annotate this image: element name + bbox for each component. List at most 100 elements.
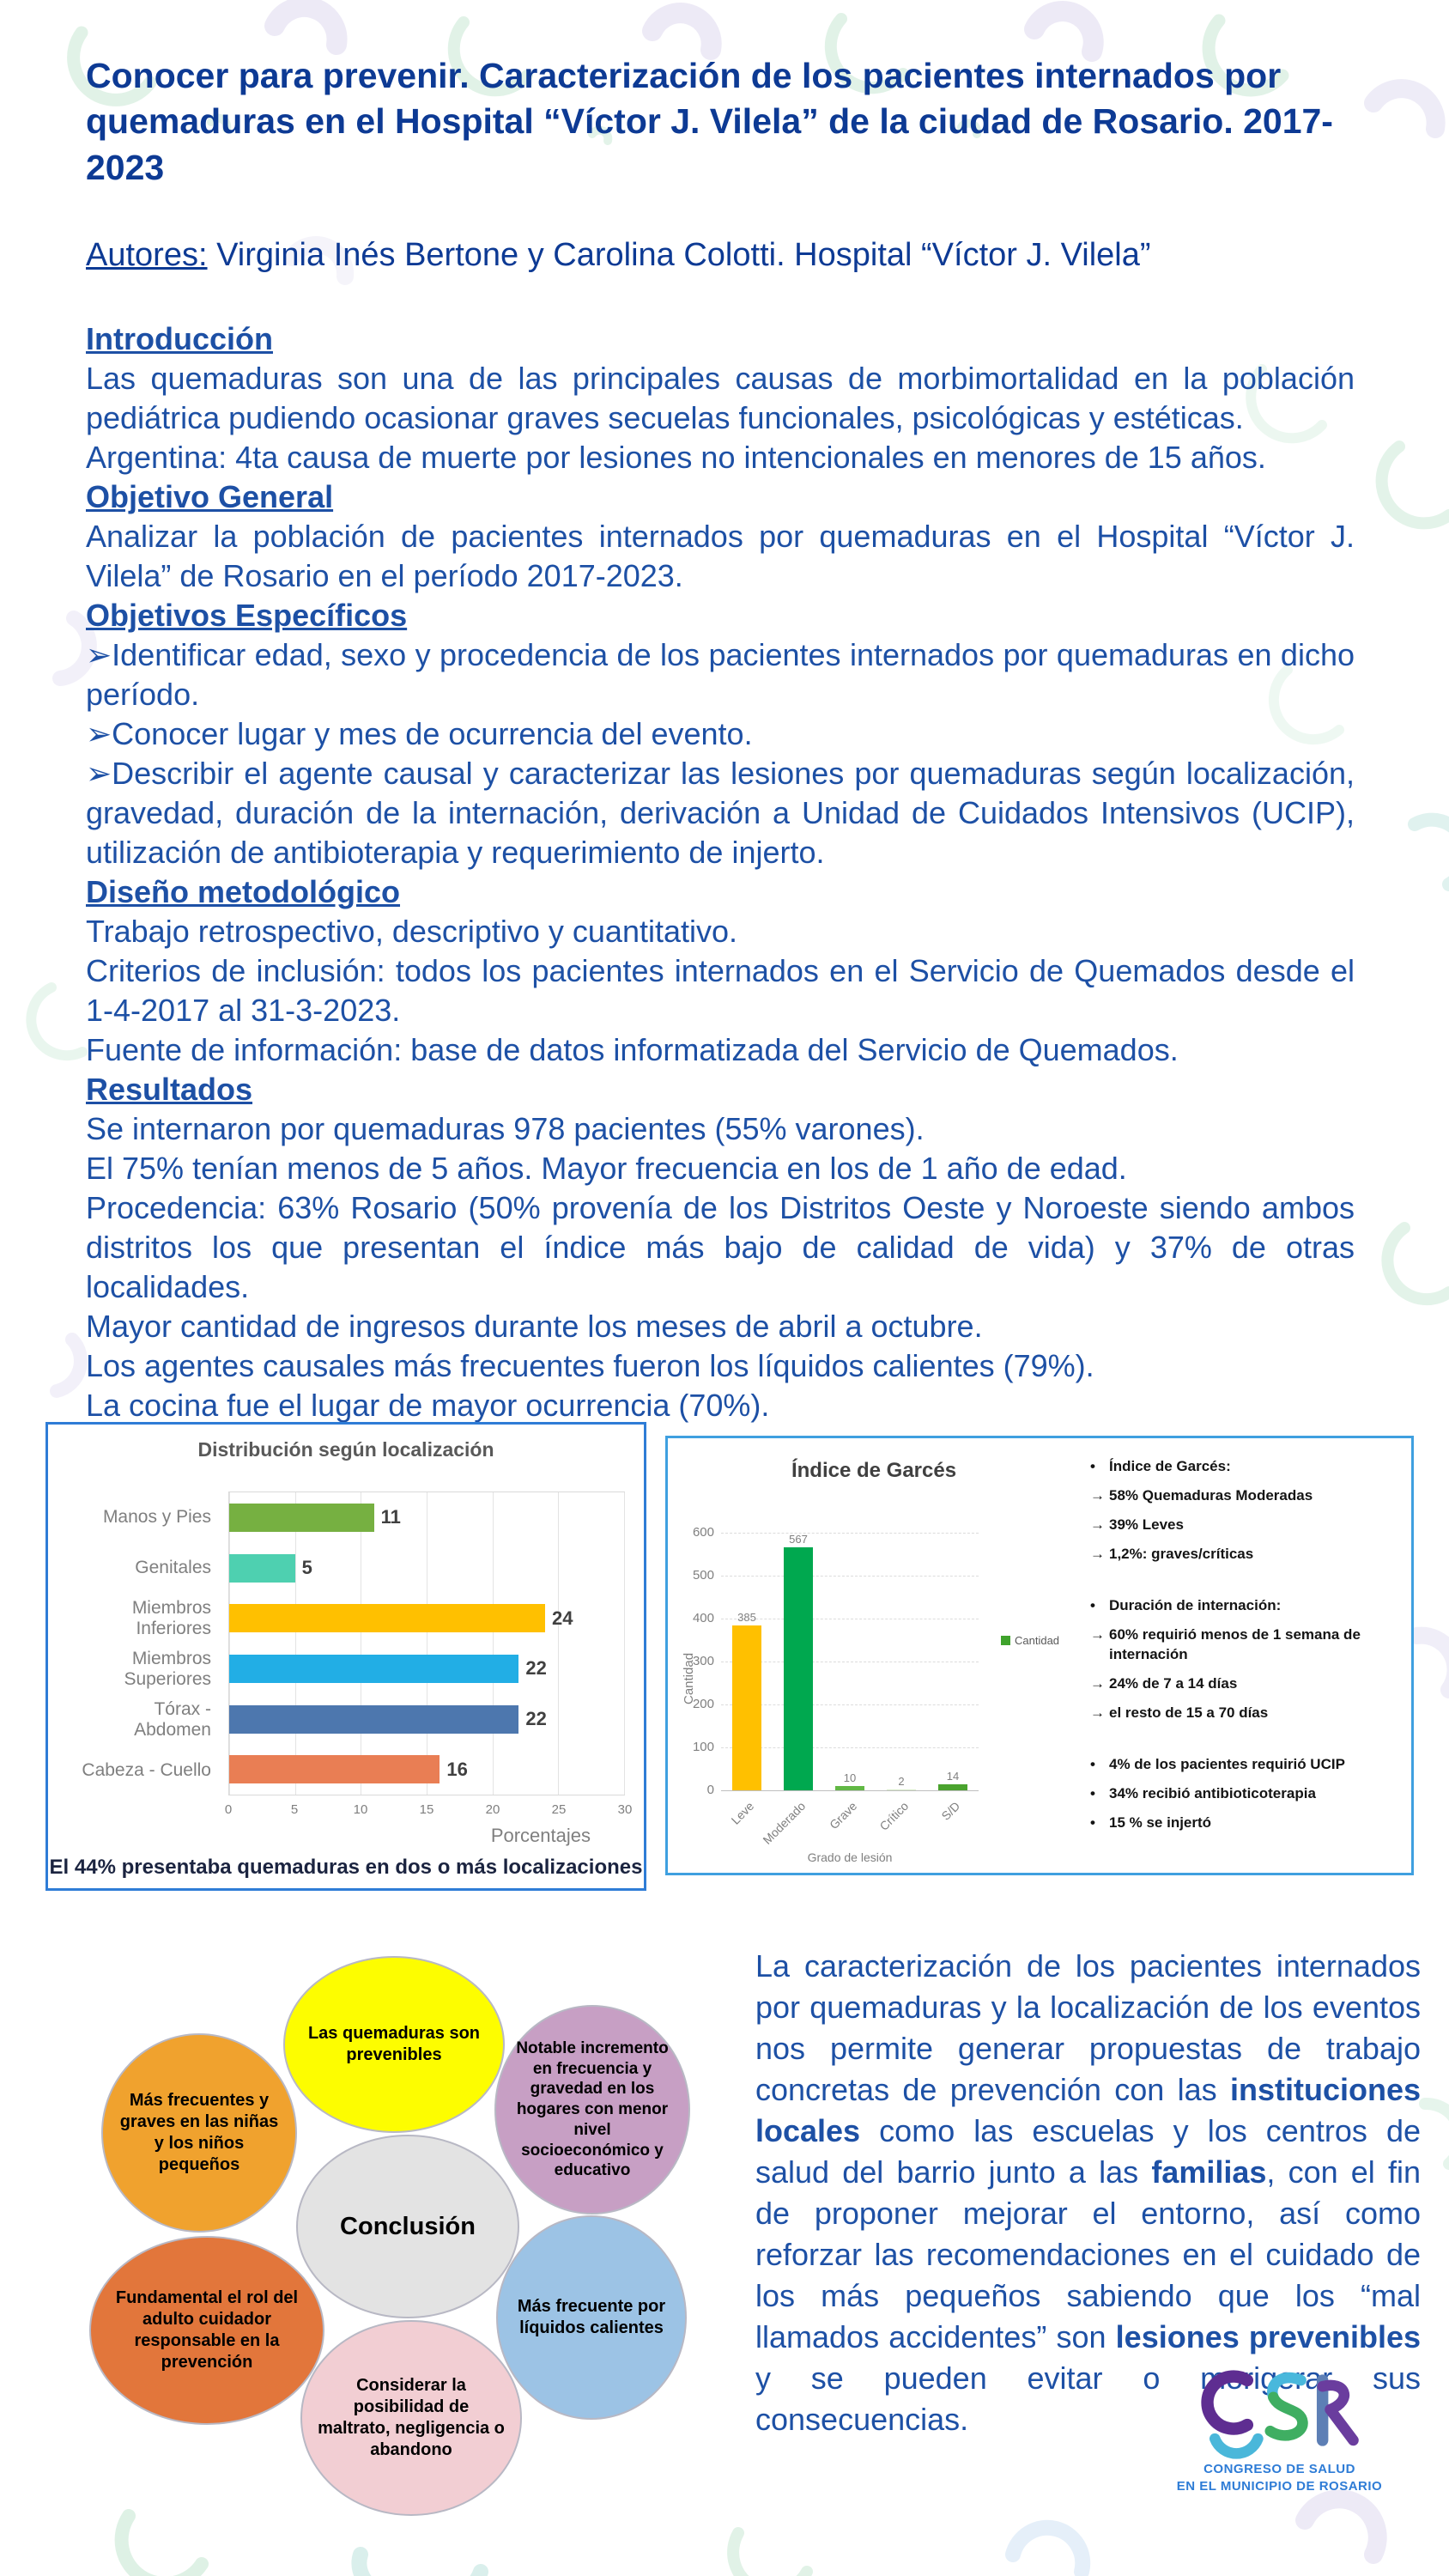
poster-title: Conocer para prevenir. Caracterización d… (86, 56, 1333, 187)
bullet-item: → 58% Quemaduras Moderadas (1090, 1486, 1410, 1505)
paragraph: Los agentes causales más frecuentes fuer… (86, 1348, 1094, 1383)
csr-logo: CONGRESO DE SALUD EN EL MUNICIPIO DE ROS… (1131, 2360, 1428, 2494)
bullet-gap (1090, 1733, 1410, 1755)
arrow-right-icon: → (1090, 1626, 1105, 1643)
conclusion-text: como las escuelas y los centros de salud… (755, 2113, 1421, 2190)
diagram-node-rol-adulto: Fundamental el rol del adulto cuidador r… (89, 2236, 324, 2425)
bar (229, 1755, 440, 1784)
legend-swatch-icon (1001, 1636, 1010, 1645)
diagram-node-conclusion: Conclusión (296, 2135, 519, 2318)
category-label: Genitales (135, 1557, 211, 1577)
diagram-node-incremento-hogares: Notable incremento en frecuencia y grave… (494, 2005, 690, 2215)
diagram-node-frecuentes-ninos: Más frecuentes y graves en las niñas y l… (101, 2033, 297, 2233)
bar-row: 11 (229, 1492, 624, 1543)
conclusion-diagram: Las quemaduras son prevenibles Más frecu… (77, 1932, 712, 2576)
chart-x-ticks: Leve Moderado Grave Crítico S/D (721, 1794, 979, 1849)
bar (732, 1625, 761, 1790)
bullet-dot-icon: • (1090, 1458, 1095, 1474)
bullet-text: el resto de 15 a 70 días (1109, 1704, 1269, 1721)
conclusion-paragraph: La caracterización de los pacientes inte… (755, 1946, 1421, 2440)
conclusion-bold-text: lesiones prevenibles (1115, 2319, 1421, 2354)
bar-row: 22 (229, 1643, 624, 1694)
bar (887, 1789, 916, 1790)
x-tick-label: 0 (224, 1802, 233, 1817)
arrow-right-icon: → (1090, 1674, 1105, 1692)
conclusion-bold-text: instituciones locales (755, 2072, 1421, 2148)
bar (784, 1547, 813, 1790)
y-tick-label: 600 (692, 1525, 714, 1540)
bullet-item: → 1,2%: graves/críticas (1090, 1545, 1410, 1564)
bullet-text: 4% de los pacientes requirió UCIP (1109, 1755, 1345, 1772)
x-tick-label: 15 (419, 1802, 434, 1817)
x-tick-label: Crítico (876, 1799, 912, 1833)
bar-value-label: 10 (843, 1771, 857, 1784)
arrow-right-icon: → (1090, 1704, 1105, 1721)
csr-logo-icon (1201, 2370, 1359, 2459)
bar-value-label: 385 (737, 1610, 756, 1624)
bullet-text: 24% de 7 a 14 días (1109, 1674, 1238, 1692)
section-objetivos-especificos: Objetivos Específicos ➢Identificar edad,… (86, 596, 1355, 872)
bullet-item: → el resto de 15 a 70 días (1090, 1704, 1410, 1722)
garces-bullet-list: • Índice de Garcés: → 58% Quemaduras Modera… (1090, 1457, 1410, 1843)
chart-plot-area: 11 5 24 22 22 16 (228, 1492, 625, 1795)
bar-row: 24 (229, 1593, 624, 1643)
gridline (558, 1492, 560, 1795)
bullet-text: 39% Leves (1109, 1516, 1184, 1534)
x-tick-label: Leve (728, 1799, 757, 1827)
diagram-node-prevenibles: Las quemaduras son prevenibles (283, 1956, 505, 2133)
diagram-node-text: Considerar la posibilidad de maltrato, n… (318, 2376, 505, 2459)
chart-bars: 385 567 10 2 14 (721, 1533, 979, 1790)
section-heading-objetivos-especificos: Objetivos Específicos (86, 598, 408, 633)
diagram-node-liquidos-calientes: Más frecuente por líquidos calientes (496, 2215, 687, 2420)
conclusion-text: , con el fin de proponer mejorar el ento… (755, 2154, 1422, 2354)
chart-x-ticks: 0 5 10 15 20 25 30 (224, 1802, 633, 1820)
x-tick-label: 10 (353, 1802, 368, 1817)
bar-column: 10 (835, 1533, 864, 1790)
gridline (721, 1576, 979, 1577)
gridline (229, 1492, 230, 1795)
x-tick-label: 5 (290, 1802, 299, 1817)
y-tick-label: 500 (692, 1568, 714, 1583)
paragraph: Analizar la población de pacientes inter… (86, 519, 1355, 593)
chart-category-axis: Manos y Pies Genitales Miembros Inferiores… (53, 1492, 220, 1795)
gridline (721, 1533, 979, 1534)
gridline (294, 1492, 296, 1795)
bullet-gap (1090, 1574, 1410, 1596)
bullet-dot-icon: • (1090, 1814, 1095, 1832)
gridline (721, 1704, 979, 1705)
y-tick-label: 0 (706, 1783, 714, 1797)
section-paragraphs: Trabajo retrospectivo, descriptivo y cua… (86, 912, 1355, 1070)
bullet-text: Índice de Garcés: (1109, 1458, 1231, 1474)
bar-value-label: 2 (898, 1775, 905, 1788)
bar (229, 1654, 519, 1683)
chart-x-axis-label: Grado de lesión (807, 1850, 893, 1864)
garces-chart-panel: Índice de Garcés Cantidad 0 100 200 300 400 5… (665, 1436, 1414, 1875)
bar (835, 1786, 864, 1790)
chart-title: Distribución según localización (197, 1438, 494, 1461)
bullet-text: 60% requirió menos de 1 semana de intern… (1109, 1626, 1361, 1662)
section-paragraphs: Se internaron por quemaduras 978 pacient… (86, 1109, 1355, 1425)
diagram-node-text: Conclusión (340, 2212, 476, 2240)
chart-x-axis-label: Porcentajes (490, 1825, 591, 1846)
chart-bars: 11 5 24 22 22 16 (229, 1492, 624, 1795)
bar-value-label: 22 (525, 1657, 547, 1680)
bullet-text: Duración de internación: (1109, 1597, 1282, 1614)
bar-value-label: 16 (446, 1758, 468, 1780)
bullet-text: 15 % se injertó (1109, 1814, 1212, 1832)
section-heading-diseno-metodologico: Diseño metodológico (86, 874, 401, 909)
category-label: Manos y Pies (102, 1506, 211, 1527)
authors-label: Autores: (86, 237, 208, 273)
bullet-item: • 34% recibió antibioticoterapia (1090, 1784, 1410, 1803)
bar (229, 1604, 545, 1633)
gridline (492, 1492, 494, 1795)
bar-value-label: 14 (946, 1770, 960, 1783)
bar-value-label: 24 (552, 1607, 573, 1629)
section-resultados: Resultados Se internaron por quemaduras … (86, 1070, 1355, 1425)
section-introduccion: Introducción Las quemaduras son una de l… (86, 319, 1355, 477)
bullet-item: → 60% requirió menos de 1 semana de inter… (1090, 1625, 1410, 1663)
legend-label: Cantidad (1015, 1634, 1060, 1647)
diagram-node-text: Notable incremento en frecuencia y grave… (516, 2038, 669, 2180)
bar (229, 1704, 519, 1734)
section-paragraphs: ➢Identificar edad, sexo y procedencia de… (86, 635, 1355, 872)
